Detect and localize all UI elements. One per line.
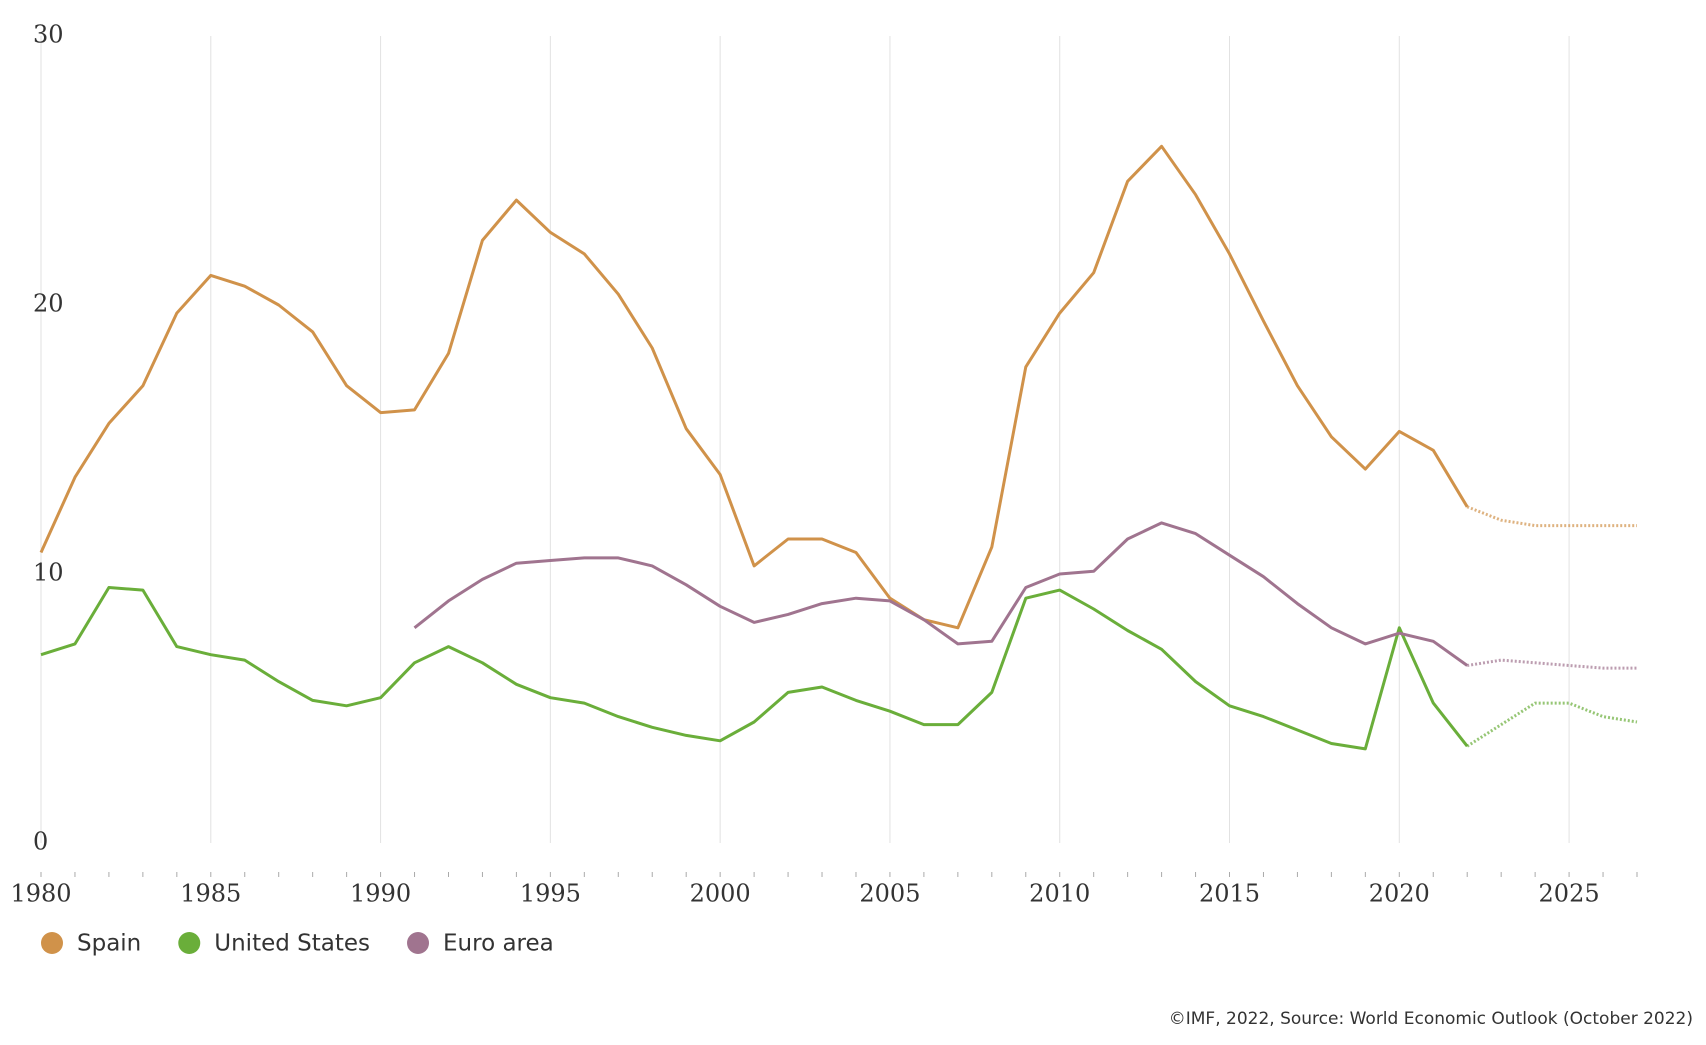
legend-swatch (407, 932, 430, 954)
x-tick-label: 2010 (1029, 880, 1090, 908)
x-tick-label: 1990 (350, 880, 411, 908)
series-line (39, 144, 1469, 630)
x-tick-label: 1980 (10, 880, 71, 908)
legend-swatch (41, 932, 63, 954)
x-tick-label: 2015 (1199, 880, 1260, 908)
legend-label: United States (214, 931, 370, 957)
projection-line (1466, 701, 1638, 748)
legend-swatch (178, 932, 201, 954)
x-tick-label: 2020 (1369, 880, 1430, 908)
series-line (413, 521, 1469, 667)
projection-line (1466, 505, 1637, 528)
legend-item: United States (178, 931, 370, 957)
series-line (40, 586, 1469, 751)
legend-label: Euro area (443, 931, 554, 957)
x-tick-label: 1995 (520, 880, 581, 908)
legend-item: Euro area (407, 931, 554, 957)
y-tick-label: 10 (33, 559, 64, 587)
y-tick-label: 30 (33, 21, 64, 49)
y-tick-label: 0 (33, 828, 48, 856)
projection-line (1466, 658, 1637, 670)
y-tick-label: 20 (33, 290, 64, 318)
x-tick-label: 1985 (180, 880, 241, 908)
x-tick-label: 2000 (690, 880, 751, 908)
x-tick-label: 2005 (859, 880, 920, 908)
source-note: ©IMF, 2022, Source: World Economic Outlo… (1169, 1009, 1693, 1029)
legend-item: Spain (41, 931, 141, 957)
x-tick-label: 2025 (1539, 880, 1600, 908)
legend-label: Spain (77, 931, 141, 957)
